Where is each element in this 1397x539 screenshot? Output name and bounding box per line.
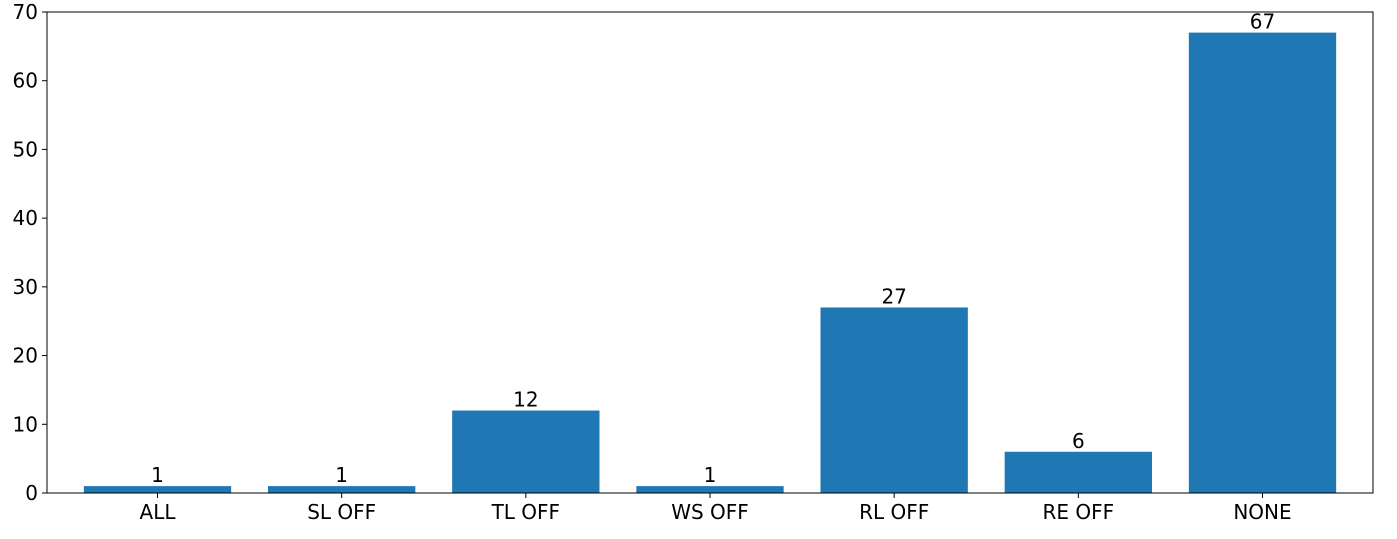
plot-frame	[46, 11, 1374, 494]
bar-tl-off	[452, 410, 600, 493]
data-label: 1	[151, 463, 164, 487]
y-tick-label: 70	[13, 0, 38, 24]
bar-sl-off	[268, 486, 416, 493]
x-tick-label: RE OFF	[1043, 500, 1115, 524]
y-tick-label: 40	[13, 206, 38, 230]
y-axis: 0 10 20 30 40 50 60 70	[13, 0, 47, 505]
bar-all	[83, 486, 232, 493]
data-label: 12	[513, 388, 538, 412]
data-label: 1	[335, 463, 348, 487]
data-label: 6	[1072, 429, 1085, 453]
y-tick-label: 60	[13, 69, 38, 93]
y-tick-label: 50	[13, 137, 38, 161]
bar-ws-off	[636, 486, 784, 493]
x-axis: ALL SL OFF TL OFF WS OFF RL OFF RE OFF NONE	[140, 493, 1292, 524]
bars	[83, 32, 1337, 493]
data-label: 27	[881, 284, 906, 308]
x-tick-label: WS OFF	[671, 500, 749, 524]
x-tick-label: ALL	[140, 500, 177, 524]
x-tick-label: TL OFF	[491, 500, 560, 524]
x-tick-label: NONE	[1233, 500, 1291, 524]
x-tick-label: SL OFF	[307, 500, 376, 524]
bar-rl-off	[820, 307, 968, 493]
x-tick-label: RL OFF	[859, 500, 929, 524]
y-tick-label: 30	[13, 275, 38, 299]
data-label: 1	[704, 463, 717, 487]
y-tick-label: 0	[25, 481, 38, 505]
bar-re-off	[1004, 451, 1152, 493]
y-tick-label: 20	[13, 344, 38, 368]
bar-none	[1188, 32, 1337, 493]
y-tick-label: 10	[13, 412, 38, 436]
data-labels: 1 1 12 1 27 6 67	[151, 10, 1275, 488]
data-label: 67	[1250, 10, 1275, 34]
